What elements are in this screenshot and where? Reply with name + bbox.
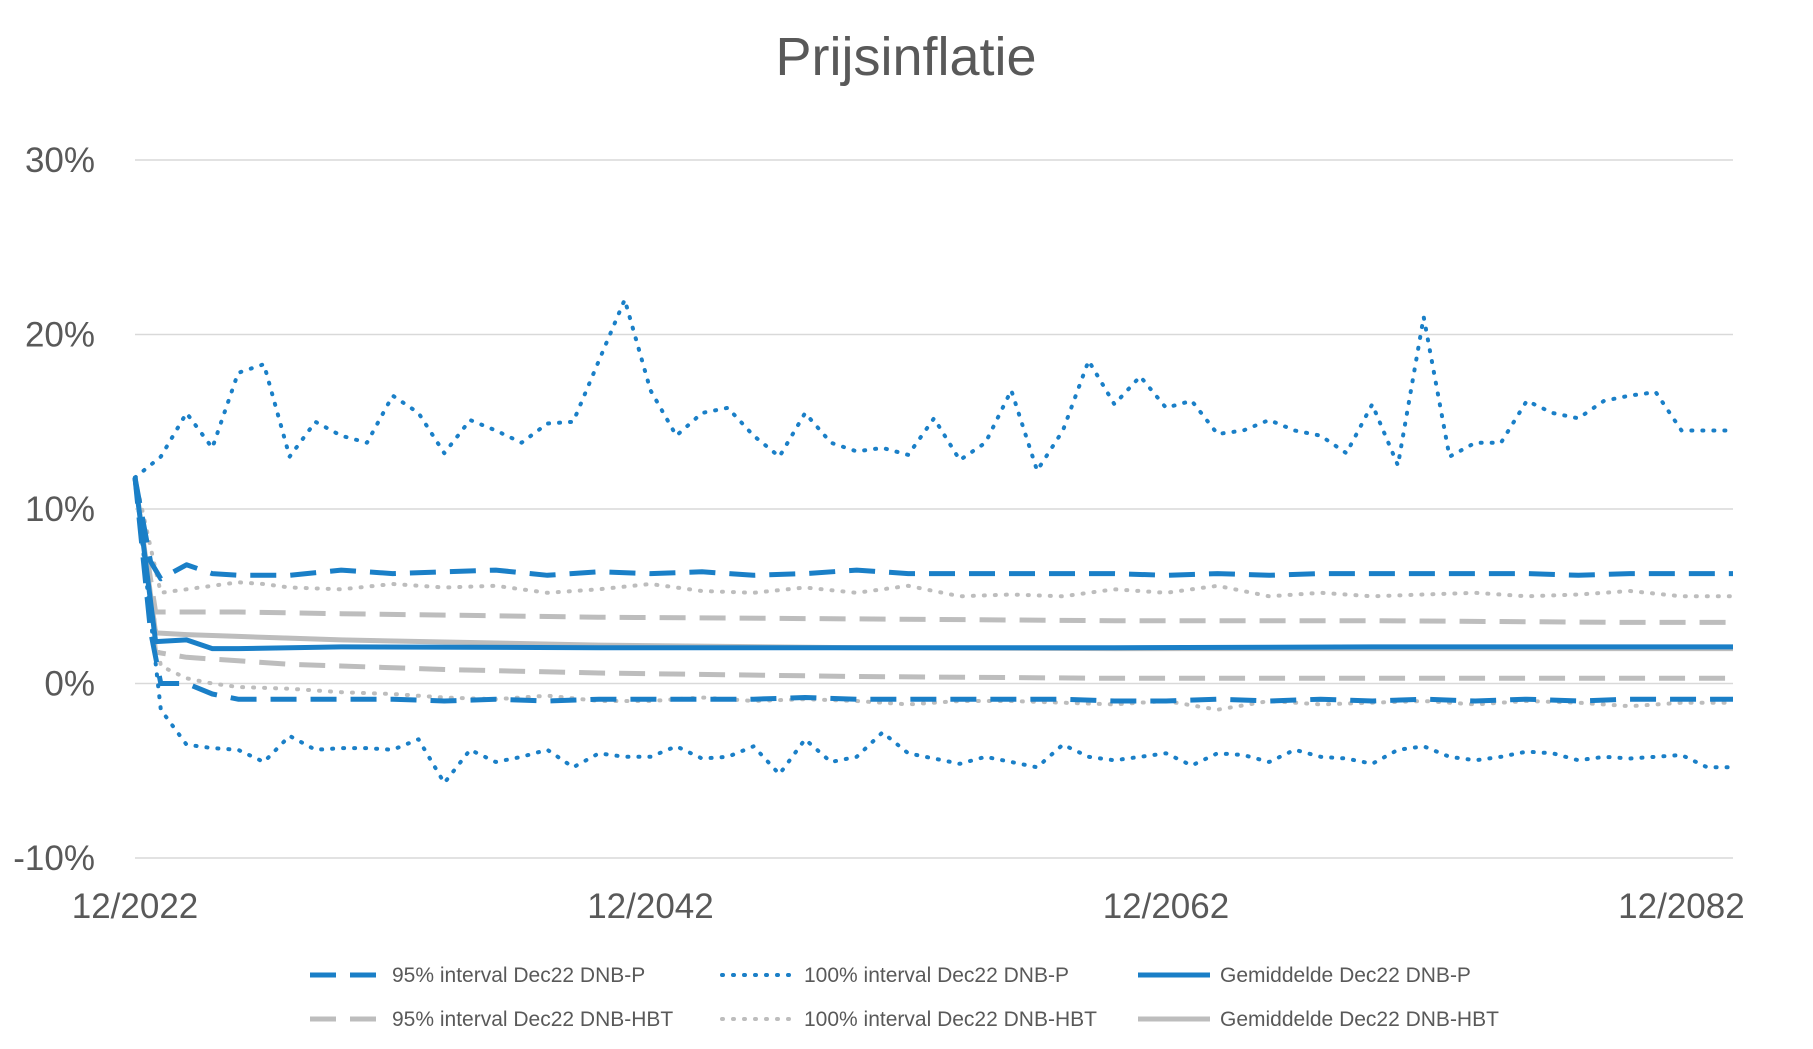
legend-label: Gemiddelde Dec22 DNB-P <box>1220 964 1471 987</box>
x-tick-label: 12/2022 <box>72 887 199 926</box>
series-line-lower <box>132 477 1733 681</box>
x-axis: 12/2022 12/2042 12/2062 12/2082 <box>72 887 1745 926</box>
series-line-upper <box>133 475 1735 599</box>
series-100-interval-dec22-dnb-hbt <box>133 475 1735 712</box>
series-line-upper <box>132 477 1733 582</box>
legend-item: Gemiddelde Dec22 DNB-P <box>1138 964 1471 987</box>
series-line-lower <box>133 475 1735 712</box>
y-tick-label: 30% <box>25 141 95 180</box>
legend-label: 100% interval Dec22 DNB-P <box>804 964 1069 987</box>
legend-item: Gemiddelde Dec22 DNB-HBT <box>1138 1008 1499 1031</box>
series-line-mean <box>132 477 1733 652</box>
x-tick-label: 12/2042 <box>587 887 714 926</box>
y-axis: 30% 20% 10% 0% -10% <box>13 141 95 878</box>
legend-label: 95% interval Dec22 DNB-HBT <box>392 1008 673 1031</box>
x-tick-label: 12/2082 <box>1618 887 1745 926</box>
x-tick-label: 12/2062 <box>1103 887 1230 926</box>
series-95-interval-dec22-dnb-p <box>132 477 1733 704</box>
y-tick-label: 20% <box>25 316 95 355</box>
series-100-interval-dec22-dnb-p <box>133 297 1735 785</box>
series-line-lower <box>133 475 1735 785</box>
series-line-upper <box>133 297 1735 480</box>
series-line-upper <box>132 477 1733 625</box>
legend-item: 95% interval Dec22 DNB-HBT <box>310 1008 673 1031</box>
series-line-lower <box>132 477 1733 704</box>
gridlines <box>135 159 1733 859</box>
chart-title: Prijsinflatie <box>775 27 1036 87</box>
y-tick-label: 0% <box>44 665 95 704</box>
series-gemiddelde-dec22-dnb-hbt <box>132 477 1733 652</box>
legend-label: Gemiddelde Dec22 DNB-HBT <box>1220 1008 1499 1031</box>
series-line-mean <box>132 477 1733 652</box>
series-gemiddelde-dec22-dnb-p <box>132 477 1733 652</box>
legend-item: 100% interval Dec22 DNB-P <box>720 964 1069 987</box>
y-tick-label: -10% <box>13 839 95 878</box>
plot-area <box>132 297 1735 785</box>
legend-item: 95% interval Dec22 DNB-P <box>310 964 645 987</box>
legend-label: 100% interval Dec22 DNB-HBT <box>804 1008 1097 1031</box>
legend-label: 95% interval Dec22 DNB-P <box>392 964 645 987</box>
y-tick-label: 10% <box>25 490 95 529</box>
legend-item: 100% interval Dec22 DNB-HBT <box>720 1008 1097 1031</box>
series-95-interval-dec22-dnb-hbt <box>132 477 1733 681</box>
legend: 95% interval Dec22 DNB-P 100% interval De… <box>310 964 1499 1031</box>
